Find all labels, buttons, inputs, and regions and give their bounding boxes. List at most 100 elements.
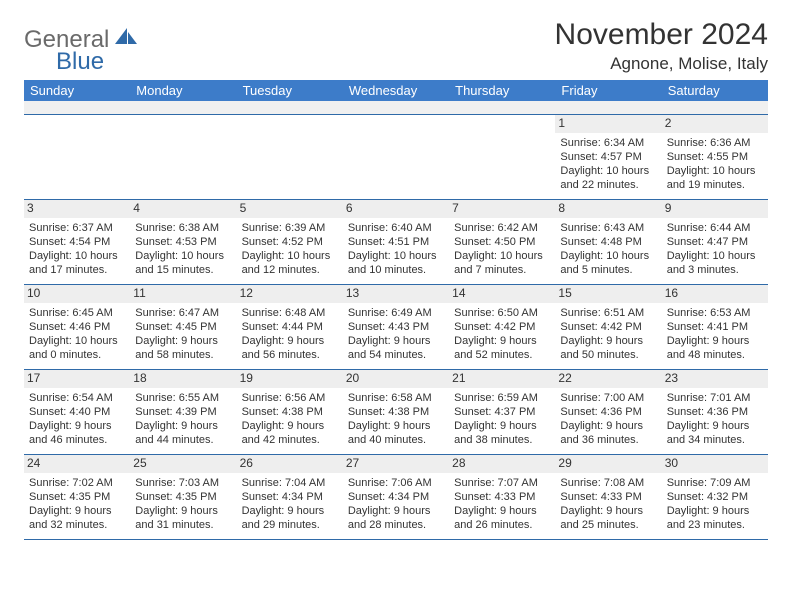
daylight-text: Daylight: 10 hours	[242, 249, 338, 263]
daylight-text: Daylight: 10 hours	[348, 249, 444, 263]
sunrise-text: Sunrise: 6:40 AM	[348, 221, 444, 235]
daylight-text: Daylight: 9 hours	[135, 334, 231, 348]
day-number: 21	[449, 370, 555, 388]
day-number: 11	[130, 285, 236, 303]
daylight-text: and 19 minutes.	[667, 178, 763, 192]
daylight-text: Daylight: 9 hours	[560, 334, 656, 348]
sunset-text: Sunset: 4:54 PM	[29, 235, 125, 249]
daylight-text: Daylight: 9 hours	[454, 504, 550, 518]
week-row: 24Sunrise: 7:02 AMSunset: 4:35 PMDayligh…	[24, 455, 768, 540]
weekday-label: Sunday	[24, 80, 130, 101]
day-number: 25	[130, 455, 236, 473]
day-number: 1	[555, 115, 661, 133]
day-cell: 12Sunrise: 6:48 AMSunset: 4:44 PMDayligh…	[237, 285, 343, 369]
day-cell: 16Sunrise: 6:53 AMSunset: 4:41 PMDayligh…	[662, 285, 768, 369]
sunrise-text: Sunrise: 7:06 AM	[348, 476, 444, 490]
day-cell: 3Sunrise: 6:37 AMSunset: 4:54 PMDaylight…	[24, 200, 130, 284]
sunset-text: Sunset: 4:44 PM	[242, 320, 338, 334]
daylight-text: and 0 minutes.	[29, 348, 125, 362]
daylight-text: and 38 minutes.	[454, 433, 550, 447]
sunrise-text: Sunrise: 6:58 AM	[348, 391, 444, 405]
weekday-label: Friday	[555, 80, 661, 101]
month-title: November 2024	[555, 18, 768, 52]
daylight-text: and 28 minutes.	[348, 518, 444, 532]
day-cell: 30Sunrise: 7:09 AMSunset: 4:32 PMDayligh…	[662, 455, 768, 539]
day-cell	[237, 115, 343, 199]
day-number: 14	[449, 285, 555, 303]
logo-sail-icon	[113, 26, 139, 51]
sunset-text: Sunset: 4:39 PM	[135, 405, 231, 419]
sunset-text: Sunset: 4:42 PM	[454, 320, 550, 334]
sunrise-text: Sunrise: 7:00 AM	[560, 391, 656, 405]
daylight-text: and 56 minutes.	[242, 348, 338, 362]
week-row: 1Sunrise: 6:34 AMSunset: 4:57 PMDaylight…	[24, 115, 768, 200]
sunrise-text: Sunrise: 6:51 AM	[560, 306, 656, 320]
sunrise-text: Sunrise: 6:54 AM	[29, 391, 125, 405]
daylight-text: and 36 minutes.	[560, 433, 656, 447]
daylight-text: and 10 minutes.	[348, 263, 444, 277]
day-number: 3	[24, 200, 130, 218]
day-cell: 13Sunrise: 6:49 AMSunset: 4:43 PMDayligh…	[343, 285, 449, 369]
sunrise-text: Sunrise: 6:47 AM	[135, 306, 231, 320]
daylight-text: and 46 minutes.	[29, 433, 125, 447]
sunset-text: Sunset: 4:41 PM	[667, 320, 763, 334]
day-cell: 25Sunrise: 7:03 AMSunset: 4:35 PMDayligh…	[130, 455, 236, 539]
day-cell: 15 Sunrise: 6:51 AMSunset: 4:42 PMDayligh…	[555, 285, 661, 369]
day-number: 12	[237, 285, 343, 303]
sunset-text: Sunset: 4:40 PM	[29, 405, 125, 419]
day-number: 16	[662, 285, 768, 303]
day-number: 13	[343, 285, 449, 303]
day-number: 23	[662, 370, 768, 388]
day-cell: 1Sunrise: 6:34 AMSunset: 4:57 PMDaylight…	[555, 115, 661, 199]
sunrise-text: Sunrise: 6:36 AM	[667, 136, 763, 150]
day-cell: 8Sunrise: 6:43 AMSunset: 4:48 PMDaylight…	[555, 200, 661, 284]
daylight-text: and 48 minutes.	[667, 348, 763, 362]
daylight-text: Daylight: 10 hours	[135, 249, 231, 263]
day-cell: 27Sunrise: 7:06 AMSunset: 4:34 PMDayligh…	[343, 455, 449, 539]
sunrise-text: Sunrise: 7:01 AM	[667, 391, 763, 405]
day-cell: 29Sunrise: 7:08 AMSunset: 4:33 PMDayligh…	[555, 455, 661, 539]
day-number: 19	[237, 370, 343, 388]
day-number: 17	[24, 370, 130, 388]
day-cell	[24, 115, 130, 199]
header: General Blue November 2024 Agnone, Molis…	[24, 18, 768, 74]
daylight-text: and 31 minutes.	[135, 518, 231, 532]
day-cell: 10Sunrise: 6:45 AMSunset: 4:46 PMDayligh…	[24, 285, 130, 369]
sunset-text: Sunset: 4:32 PM	[667, 490, 763, 504]
day-cell: 4Sunrise: 6:38 AMSunset: 4:53 PMDaylight…	[130, 200, 236, 284]
sunset-text: Sunset: 4:34 PM	[348, 490, 444, 504]
daylight-text: and 54 minutes.	[348, 348, 444, 362]
sunrise-text: Sunrise: 6:49 AM	[348, 306, 444, 320]
daylight-text: Daylight: 9 hours	[560, 504, 656, 518]
sunrise-text: Sunrise: 6:44 AM	[667, 221, 763, 235]
sunset-text: Sunset: 4:35 PM	[29, 490, 125, 504]
day-number: 28	[449, 455, 555, 473]
day-number: 18	[130, 370, 236, 388]
day-cell: 9Sunrise: 6:44 AMSunset: 4:47 PMDaylight…	[662, 200, 768, 284]
daylight-text: and 50 minutes.	[560, 348, 656, 362]
sunset-text: Sunset: 4:38 PM	[242, 405, 338, 419]
sunset-text: Sunset: 4:33 PM	[454, 490, 550, 504]
day-number: 8	[555, 200, 661, 218]
sunrise-text: Sunrise: 6:38 AM	[135, 221, 231, 235]
sunset-text: Sunset: 4:42 PM	[560, 320, 656, 334]
day-number: 15	[555, 285, 661, 303]
daylight-text: Daylight: 9 hours	[454, 334, 550, 348]
day-number	[130, 115, 236, 133]
week-row: 17Sunrise: 6:54 AMSunset: 4:40 PMDayligh…	[24, 370, 768, 455]
day-number: 5	[237, 200, 343, 218]
daylight-text: and 7 minutes.	[454, 263, 550, 277]
daylight-text: Daylight: 9 hours	[135, 504, 231, 518]
daylight-text: and 58 minutes.	[135, 348, 231, 362]
sunset-text: Sunset: 4:36 PM	[667, 405, 763, 419]
sunrise-text: Sunrise: 6:55 AM	[135, 391, 231, 405]
daylight-text: and 44 minutes.	[135, 433, 231, 447]
sunrise-text: Sunrise: 6:37 AM	[29, 221, 125, 235]
day-cell: 7Sunrise: 6:42 AMSunset: 4:50 PMDaylight…	[449, 200, 555, 284]
week-row: 3 Sunrise: 6:37 AMSunset: 4:54 PM Daylight…	[24, 200, 768, 285]
day-cell: 14Sunrise: 6:50 AMSunset: 4:42 PMDayligh…	[449, 285, 555, 369]
sunrise-text: Sunrise: 7:09 AM	[667, 476, 763, 490]
day-number: 6	[343, 200, 449, 218]
daylight-text: Daylight: 10 hours	[29, 334, 125, 348]
sunset-text: Sunset: 4:38 PM	[348, 405, 444, 419]
